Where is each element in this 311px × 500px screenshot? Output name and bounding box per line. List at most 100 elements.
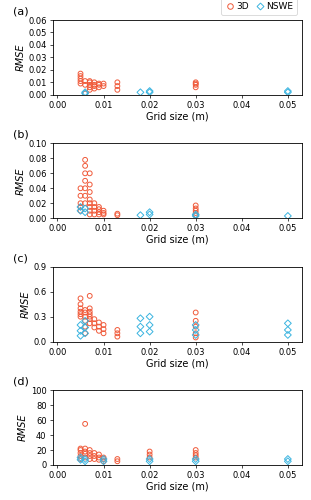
Point — [83, 450, 88, 458]
Point — [92, 324, 97, 332]
Text: (d): (d) — [13, 376, 29, 386]
Point — [101, 330, 106, 338]
Point — [101, 209, 106, 217]
Point — [87, 77, 92, 85]
Point — [87, 199, 92, 207]
Point — [96, 450, 101, 458]
Point — [101, 80, 106, 88]
Point — [193, 204, 198, 212]
Point — [96, 205, 101, 213]
Point — [83, 77, 88, 85]
Point — [83, 455, 88, 463]
Y-axis label: RMSE: RMSE — [15, 167, 25, 194]
Text: (a): (a) — [13, 6, 29, 16]
Point — [96, 327, 101, 335]
Point — [193, 308, 198, 316]
Point — [147, 448, 152, 456]
Point — [78, 308, 83, 316]
Point — [83, 454, 88, 462]
Point — [115, 78, 120, 86]
Y-axis label: RMSE: RMSE — [15, 44, 25, 71]
Point — [83, 330, 88, 338]
Point — [96, 81, 101, 89]
Point — [193, 202, 198, 209]
Point — [193, 322, 198, 330]
Point — [193, 455, 198, 463]
Point — [285, 88, 290, 96]
Point — [83, 458, 88, 466]
Point — [83, 308, 88, 316]
X-axis label: Grid size (m): Grid size (m) — [146, 112, 209, 122]
Point — [138, 211, 143, 219]
Point — [193, 330, 198, 338]
Point — [92, 206, 97, 214]
Point — [92, 81, 97, 89]
Point — [147, 208, 152, 216]
Point — [78, 452, 83, 460]
Point — [78, 332, 83, 340]
Point — [101, 455, 106, 463]
Point — [193, 458, 198, 466]
Point — [101, 454, 106, 462]
Point — [138, 330, 143, 338]
Point — [87, 170, 92, 177]
Point — [78, 199, 83, 207]
Point — [78, 327, 83, 335]
Point — [147, 321, 152, 329]
Point — [78, 446, 83, 454]
Legend: 3D, NSWE: 3D, NSWE — [221, 0, 297, 14]
Point — [96, 454, 101, 462]
Point — [92, 82, 97, 90]
Point — [87, 210, 92, 218]
Point — [83, 330, 88, 338]
Point — [78, 74, 83, 82]
Point — [285, 326, 290, 334]
Point — [193, 78, 198, 86]
Point — [96, 318, 101, 326]
Point — [83, 317, 88, 325]
X-axis label: Grid size (m): Grid size (m) — [146, 358, 209, 368]
Point — [101, 82, 106, 90]
Point — [138, 322, 143, 330]
Point — [78, 184, 83, 192]
Point — [78, 444, 83, 452]
Point — [83, 184, 88, 192]
Point — [193, 210, 198, 218]
Point — [285, 87, 290, 95]
Point — [193, 206, 198, 214]
Point — [83, 324, 88, 332]
Point — [87, 203, 92, 211]
Point — [92, 210, 97, 218]
Point — [115, 455, 120, 463]
Point — [96, 210, 101, 218]
Point — [83, 177, 88, 185]
Point — [83, 199, 88, 207]
Point — [138, 314, 143, 322]
Point — [147, 328, 152, 336]
Point — [87, 292, 92, 300]
Point — [83, 81, 88, 89]
Point — [78, 312, 83, 320]
Point — [92, 84, 97, 92]
Point — [87, 455, 92, 463]
Point — [193, 84, 198, 92]
Point — [193, 80, 198, 88]
Point — [83, 448, 88, 456]
Point — [87, 308, 92, 316]
X-axis label: Grid size (m): Grid size (m) — [146, 235, 209, 245]
Point — [78, 70, 83, 78]
Point — [78, 192, 83, 200]
Point — [115, 458, 120, 466]
Point — [193, 446, 198, 454]
Point — [193, 317, 198, 325]
Point — [115, 82, 120, 90]
Point — [78, 206, 83, 214]
Point — [87, 206, 92, 214]
Point — [193, 449, 198, 457]
Point — [78, 203, 83, 211]
Point — [87, 78, 92, 86]
Point — [285, 331, 290, 339]
X-axis label: Grid size (m): Grid size (m) — [146, 482, 209, 492]
Point — [83, 90, 88, 98]
Point — [96, 203, 101, 211]
